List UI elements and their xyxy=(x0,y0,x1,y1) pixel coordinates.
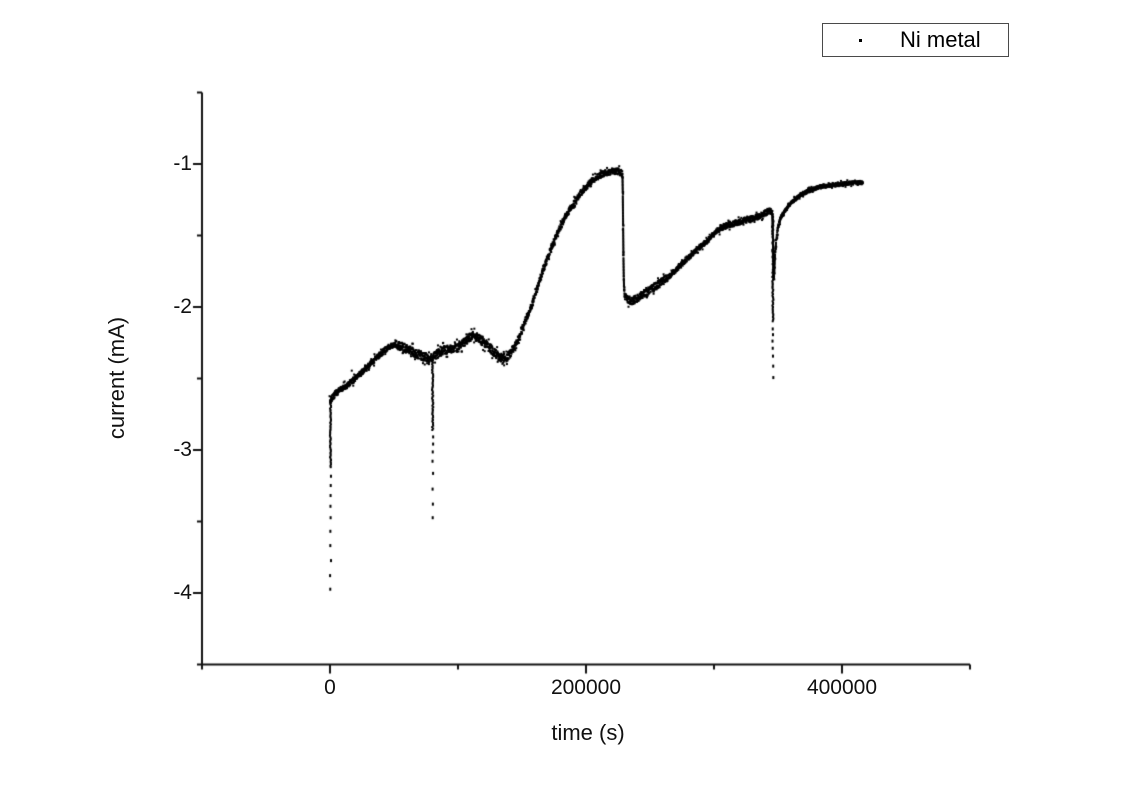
scatter-marker-icon xyxy=(859,38,862,42)
y-axis-title: current (mA) xyxy=(104,316,129,440)
y-tick-label: -1 xyxy=(173,152,192,175)
x-tick-label: 200000 xyxy=(550,676,622,699)
legend-label: Ni metal xyxy=(900,27,981,52)
legend[interactable]: Ni metal xyxy=(822,23,1009,57)
x-axis-title: time (s) xyxy=(551,720,625,745)
x-tick-label: 400000 xyxy=(806,676,878,699)
y-tick-label: -4 xyxy=(173,581,192,604)
y-tick-label: -2 xyxy=(173,295,192,318)
y-tick-label: -3 xyxy=(173,438,192,461)
x-tick-label: 0 xyxy=(324,676,336,699)
